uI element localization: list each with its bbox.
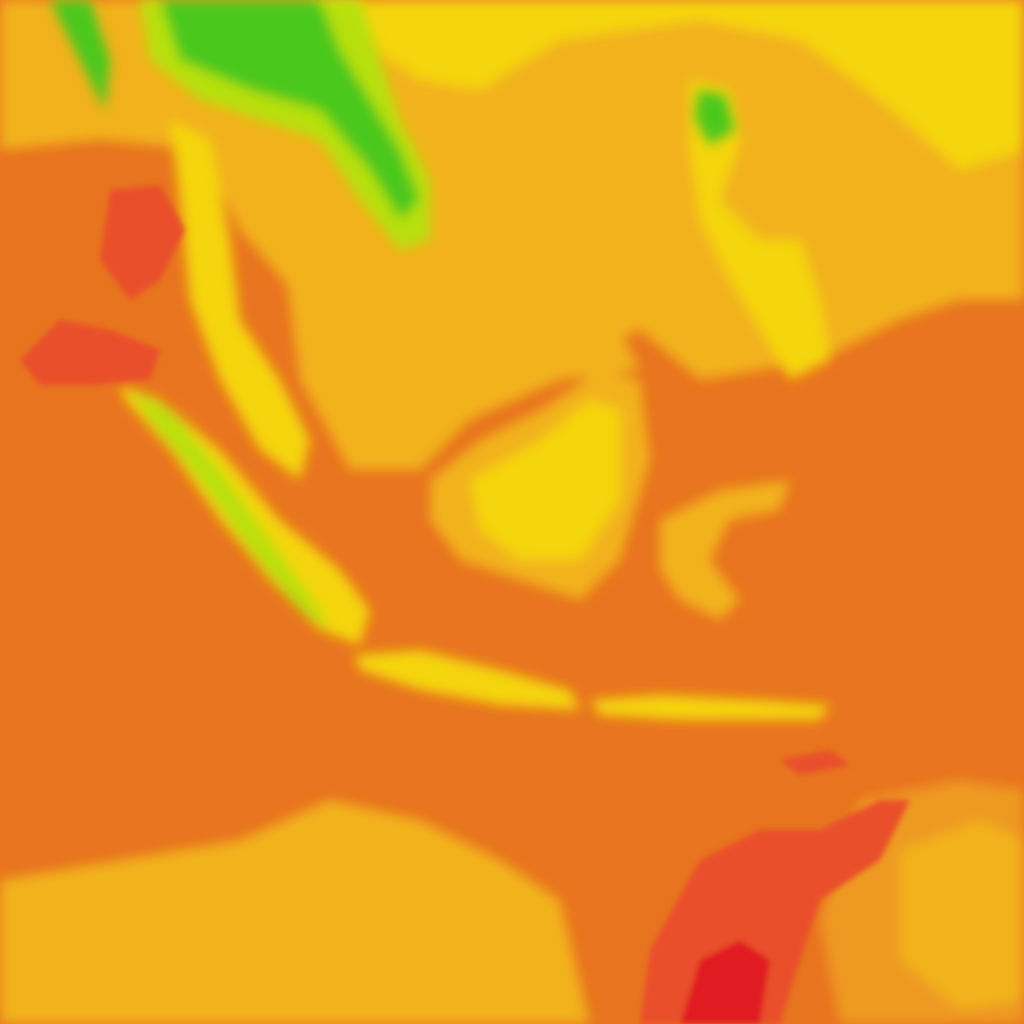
sumatra-green — [130, 390, 330, 630]
northwest-green-strip — [50, 0, 110, 110]
southern-amber-region — [0, 800, 590, 1024]
sulawesi — [660, 480, 790, 620]
lesser-sunda-islands — [590, 695, 830, 720]
west-red-patch-2 — [20, 320, 160, 385]
indochina-dark-green — [160, 0, 420, 220]
philippines — [690, 80, 830, 380]
borneo-yellow — [470, 400, 620, 560]
bay-amber-region — [280, 230, 640, 470]
northern-yellow-band — [300, 0, 1024, 170]
java-island — [355, 650, 580, 710]
southeast-deep-red — [680, 940, 770, 1024]
malay-peninsula — [170, 120, 310, 480]
timor-red-patch — [780, 750, 850, 775]
west-red-patch — [100, 185, 185, 300]
southeast-yellow-patches — [900, 820, 1024, 1010]
philippines-green — [695, 90, 735, 145]
